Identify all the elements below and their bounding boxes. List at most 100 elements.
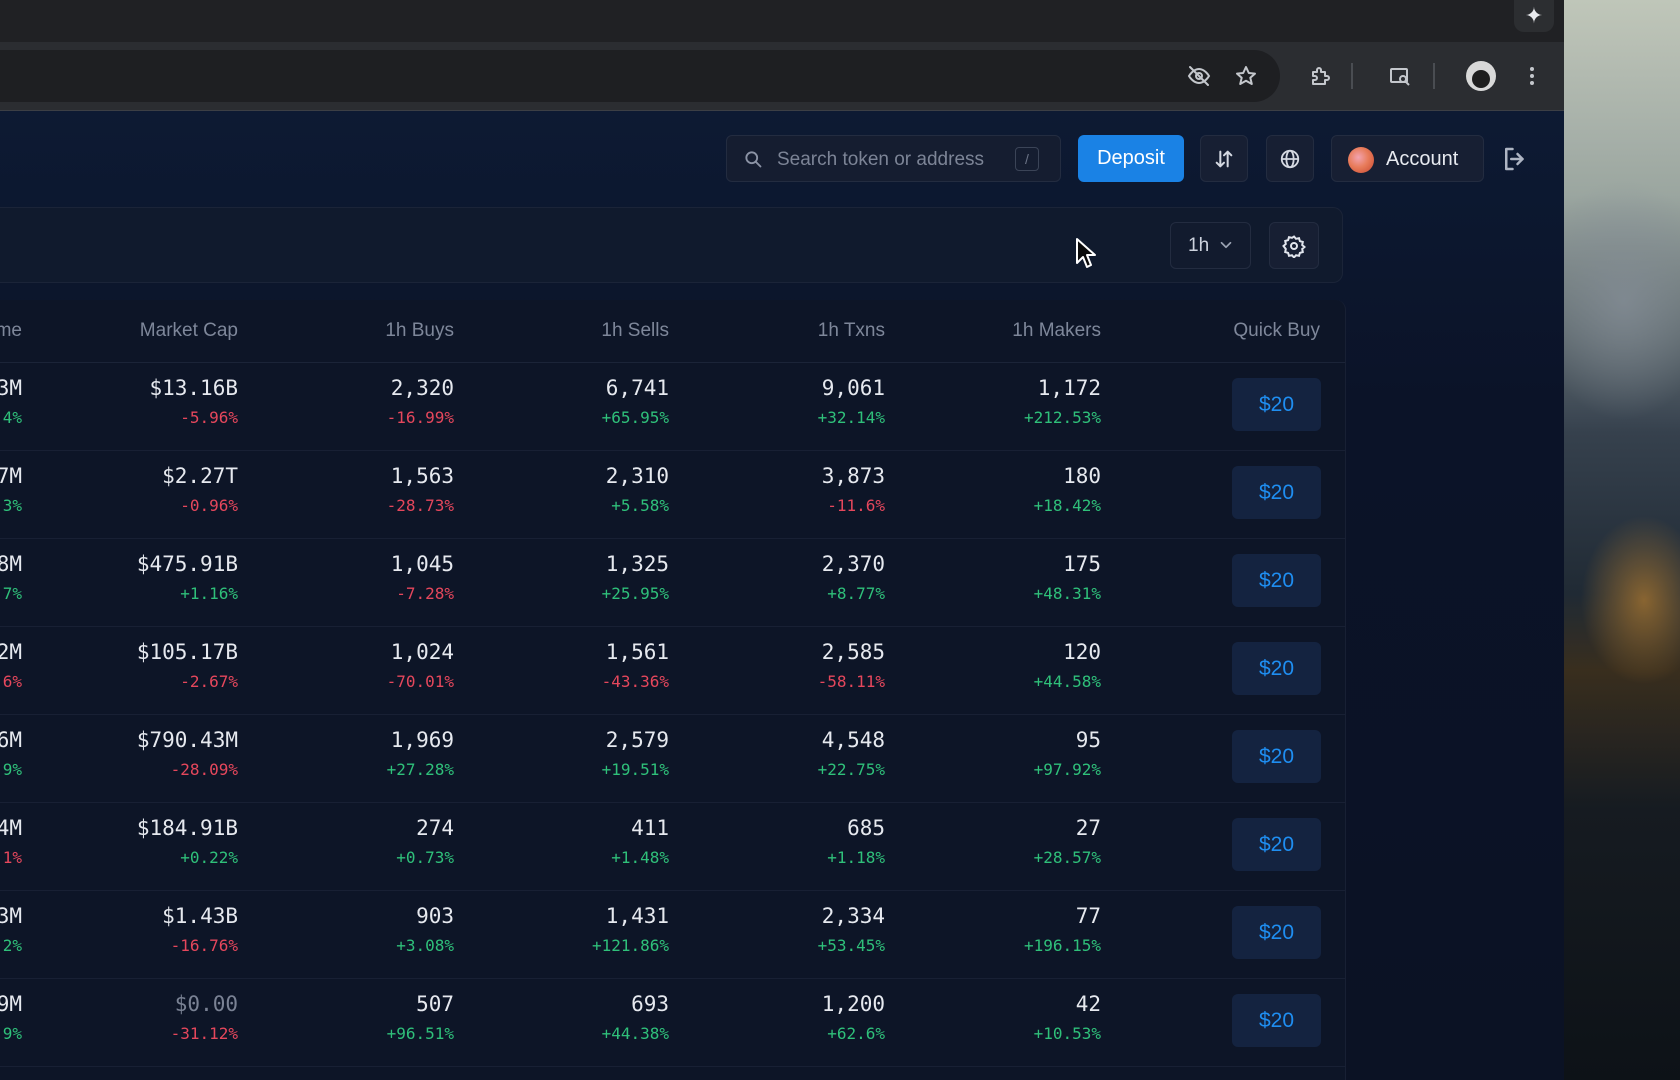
volume-cell: 3M 4% <box>0 375 22 429</box>
volume-change: 9% <box>2 1024 22 1043</box>
time-period-dropdown[interactable]: 1h <box>1170 222 1251 269</box>
market-cap-change: -5.96% <box>180 408 238 427</box>
makers-change: +97.92% <box>1033 760 1101 779</box>
quick-buy-button[interactable]: $20 <box>1232 378 1321 431</box>
txns-cell: 2,334 +53.45% <box>818 903 885 957</box>
market-cap-value: $790.43M <box>136 728 238 752</box>
market-cap-value: $13.16B <box>149 376 238 400</box>
column-header-buys[interactable]: 1h Buys <box>385 320 454 341</box>
market-cap-change: -16.76% <box>170 936 238 955</box>
sells-change: +5.58% <box>611 496 669 515</box>
makers-change: +10.53% <box>1033 1024 1101 1043</box>
makers-cell: 180 +18.42% <box>1034 463 1101 517</box>
txns-change: +32.14% <box>817 408 885 427</box>
deposit-button[interactable]: Deposit <box>1078 135 1184 182</box>
quick-buy-button[interactable]: $20 <box>1232 642 1321 695</box>
sells-cell: 2,310 +5.58% <box>606 463 669 517</box>
sells-value: 6,741 <box>605 376 669 400</box>
table-row[interactable]: 9M 9% $0.00 -31.12% 507 +96.51% 693 +44.38% 1,20… <box>0 978 1345 1067</box>
desktop-wallpaper <box>1564 0 1680 1080</box>
settings-button[interactable] <box>1269 222 1319 269</box>
market-cap-change: -0.96% <box>180 496 238 515</box>
quick-buy-button[interactable]: $20 <box>1232 730 1321 783</box>
column-header-quick-buy: Quick Buy <box>1233 320 1320 341</box>
table-row[interactable]: 4M 1% $184.91B +0.22% 274 +0.73% 411 +1.48% 685 +… <box>0 802 1345 891</box>
volume-value: 7M <box>0 464 22 488</box>
volume-value: 2M <box>0 640 22 664</box>
market-cap-cell: $1.43B -16.76% <box>162 903 238 957</box>
table-row[interactable]: 8M 7% $475.91B +1.16% 1,045 -7.28% 1,325 +25.95… <box>0 538 1345 627</box>
quick-buy-button[interactable]: $20 <box>1232 818 1321 871</box>
account-button[interactable]: Account <box>1331 135 1484 182</box>
buys-cell: 1,024 -70.01% <box>387 639 454 693</box>
chevron-down-icon <box>1220 241 1232 249</box>
market-cap-cell: $475.91B +1.16% <box>137 551 238 605</box>
column-header-market-cap[interactable]: Market Cap <box>139 320 238 341</box>
table-row[interactable]: 3M 4% $13.16B -5.96% 2,320 -16.99% 6,741 +65.95… <box>0 362 1345 451</box>
more-vertical-icon[interactable] <box>1514 58 1550 94</box>
table-row[interactable]: 3M 2% $1.43B -16.76% 903 +3.08% 1,431 +121.86% 2… <box>0 890 1345 979</box>
globe-icon <box>1280 149 1300 168</box>
txns-change: +53.45% <box>817 936 885 955</box>
txns-cell: 3,873 -11.6% <box>822 463 885 517</box>
browser-profile-avatar[interactable] <box>1466 61 1496 91</box>
browser-tab-strip <box>0 0 1564 42</box>
txns-value: 2,370 <box>821 552 885 576</box>
txns-value: 2,585 <box>821 640 885 664</box>
buys-cell: 1,045 -7.28% <box>391 551 454 605</box>
volume-change: 2% <box>2 936 22 955</box>
tab-search-icon[interactable] <box>1382 58 1418 94</box>
search-icon <box>745 151 762 168</box>
swap-button[interactable] <box>1200 135 1248 182</box>
market-cap-value: $0.00 <box>174 992 238 1016</box>
makers-cell: 175 +48.31% <box>1034 551 1101 605</box>
column-header-volume[interactable]: me <box>0 320 22 341</box>
makers-value: 42 <box>1075 992 1101 1016</box>
filter-bar <box>0 207 1343 283</box>
buys-change: -7.28% <box>396 584 454 603</box>
quick-buy-button[interactable]: $20 <box>1232 466 1321 519</box>
column-header-txns[interactable]: 1h Txns <box>817 320 885 341</box>
eye-off-icon[interactable] <box>1181 58 1217 94</box>
column-header-makers[interactable]: 1h Makers <box>1012 320 1101 341</box>
buys-value: 507 <box>416 992 454 1016</box>
table-row[interactable]: 6M 9% $790.43M -28.09% 1,969 +27.28% 2,579 +19.… <box>0 714 1345 803</box>
search-input[interactable]: Search token or address / <box>726 135 1061 182</box>
account-label: Account <box>1386 148 1459 170</box>
extensions-puzzle-icon[interactable] <box>1302 58 1338 94</box>
toolbar-divider <box>1433 63 1435 89</box>
buys-value: 1,045 <box>390 552 454 576</box>
address-bar[interactable] <box>0 50 1280 102</box>
buys-change: +3.08% <box>396 936 454 955</box>
quick-buy-button[interactable]: $20 <box>1232 554 1321 607</box>
buys-cell: 1,969 +27.28% <box>387 727 454 781</box>
makers-change: +28.57% <box>1033 848 1101 867</box>
quick-buy-button[interactable]: $20 <box>1232 994 1321 1047</box>
market-cap-change: -31.12% <box>170 1024 238 1043</box>
volume-change: 4% <box>2 408 22 427</box>
makers-cell: 95 +97.92% <box>1034 727 1101 781</box>
market-cap-change: +1.16% <box>180 584 238 603</box>
search-shortcut-hint: / <box>1015 147 1039 171</box>
sells-value: 411 <box>631 816 669 840</box>
buys-value: 2,320 <box>390 376 454 400</box>
language-button[interactable] <box>1266 135 1314 182</box>
market-cap-value: $475.91B <box>136 552 238 576</box>
market-cap-change: +0.22% <box>180 848 238 867</box>
logout-icon[interactable] <box>1500 144 1530 174</box>
table-row[interactable]: 2M 6% $105.17B -2.67% 1,024 -70.01% 1,561 -43.3… <box>0 626 1345 715</box>
table-row[interactable]: 7M 3% $2.27T -0.96% 1,563 -28.73% 2,310 +5.58% 3… <box>0 450 1345 539</box>
buys-change: +27.28% <box>386 760 454 779</box>
makers-change: +48.31% <box>1033 584 1101 603</box>
quick-buy-button[interactable]: $20 <box>1232 906 1321 959</box>
txns-value: 9,061 <box>821 376 885 400</box>
volume-change: 7% <box>2 584 22 603</box>
sells-value: 1,325 <box>605 552 669 576</box>
sells-change: +19.51% <box>601 760 669 779</box>
bookmark-star-icon[interactable] <box>1228 58 1264 94</box>
column-header-sells[interactable]: 1h Sells <box>601 320 669 341</box>
makers-value: 1,172 <box>1037 376 1101 400</box>
gemini-sparkle-icon[interactable]: ✦ <box>1514 0 1554 32</box>
sells-change: -43.36% <box>601 672 669 691</box>
makers-change: +44.58% <box>1033 672 1101 691</box>
